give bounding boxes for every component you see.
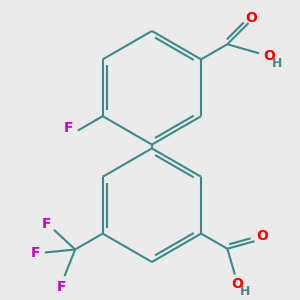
Text: O: O xyxy=(263,50,275,63)
Text: F: F xyxy=(64,121,74,135)
Text: F: F xyxy=(30,245,40,260)
Text: O: O xyxy=(256,229,268,243)
Text: O: O xyxy=(231,277,243,291)
Text: O: O xyxy=(246,11,257,26)
Text: H: H xyxy=(272,57,283,70)
Text: F: F xyxy=(57,280,66,294)
Text: H: H xyxy=(240,285,250,298)
Text: F: F xyxy=(42,217,51,231)
